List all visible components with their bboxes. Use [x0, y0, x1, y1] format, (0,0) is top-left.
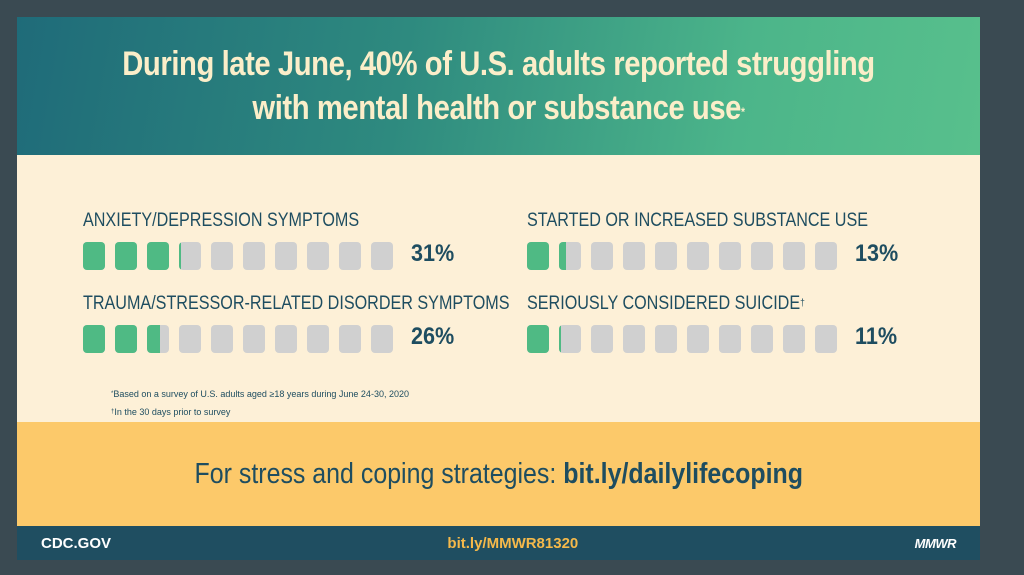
unit-square — [655, 325, 677, 353]
unit-square — [371, 242, 393, 270]
title-footnote-mark: * — [741, 105, 745, 119]
unit-square — [147, 242, 169, 270]
unit-fill — [83, 242, 105, 270]
metric-percent: 31% — [411, 240, 455, 267]
title-line-2: with mental health or substance use* — [122, 86, 875, 130]
cta-band: For stress and coping strategies: bit.ly… — [17, 422, 980, 526]
metric-percent: 11% — [855, 323, 898, 350]
unit-fill — [115, 325, 137, 353]
unit-fill — [527, 325, 549, 353]
unit-fill — [179, 242, 182, 270]
unit-square — [783, 325, 805, 353]
metric-anxiety-depression: ANXIETY/DEPRESSION SYMPTOMS 31% — [83, 208, 454, 274]
metric-bar: 11% — [527, 323, 897, 357]
unit-square — [591, 242, 613, 270]
unit-square — [179, 242, 201, 270]
unit-square — [559, 325, 581, 353]
header-banner: During late June, 40% of U.S. adults rep… — [17, 17, 980, 155]
title-line-2-text: with mental health or substance use — [252, 89, 742, 127]
unit-fill — [527, 242, 549, 270]
unit-square — [559, 242, 581, 270]
unit-square — [339, 325, 361, 353]
unit-square — [527, 325, 549, 353]
unit-square — [115, 242, 137, 270]
unit-square — [243, 242, 265, 270]
unit-square — [243, 325, 265, 353]
footnote-1-text: Based on a survey of U.S. adults aged ≥1… — [113, 389, 409, 399]
metric-bar: 31% — [83, 240, 454, 274]
unit-square — [719, 242, 741, 270]
unit-square — [687, 325, 709, 353]
metric-trauma-stressor: TRAUMA/STRESSOR-RELATED DISORDER SYMPTOM… — [83, 291, 585, 357]
cta-link[interactable]: bit.ly/dailylifecoping — [563, 457, 803, 490]
cta-text: For stress and coping strategies: bit.ly… — [194, 458, 802, 491]
unit-square — [307, 325, 329, 353]
unit-square — [751, 242, 773, 270]
cta-prefix: For stress and coping strategies: — [194, 457, 563, 490]
unit-square — [307, 242, 329, 270]
unit-square — [623, 242, 645, 270]
metric-suicide: SERIOUSLY CONSIDERED SUICIDE† 11% — [527, 291, 897, 357]
footnote-2-text: In the 30 days prior to survey — [114, 407, 231, 417]
unit-square — [371, 325, 393, 353]
unit-square — [115, 325, 137, 353]
unit-fill — [559, 242, 566, 270]
title-line-1: During late June, 40% of U.S. adults rep… — [122, 45, 875, 83]
footnote-1: *Based on a survey of U.S. adults aged ≥… — [111, 385, 409, 403]
unit-square — [275, 242, 297, 270]
footnote-2: †In the 30 days prior to survey — [111, 403, 409, 421]
unit-square — [687, 242, 709, 270]
metric-bar: 13% — [527, 240, 928, 274]
cdc-gov-link[interactable]: CDC.GOV — [41, 534, 112, 552]
unit-square — [623, 325, 645, 353]
unit-square — [783, 242, 805, 270]
unit-fill — [83, 325, 105, 353]
unit-square — [147, 325, 169, 353]
unit-square — [655, 242, 677, 270]
metric-label: STARTED OR INCREASED SUBSTANCE USE — [527, 210, 869, 231]
page-title: During late June, 40% of U.S. adults rep… — [122, 42, 875, 130]
footnote-1-mark: * — [111, 391, 114, 397]
metric-substance-use: STARTED OR INCREASED SUBSTANCE USE 13% — [527, 208, 928, 274]
unit-fill — [115, 242, 137, 270]
footnote-mark: † — [800, 298, 805, 309]
footnotes: *Based on a survey of U.S. adults aged ≥… — [111, 385, 409, 421]
metric-percent: 13% — [855, 240, 899, 267]
unit-square — [83, 325, 105, 353]
infographic-card: During late June, 40% of U.S. adults rep… — [17, 17, 980, 560]
unit-square — [211, 325, 233, 353]
unit-square — [211, 242, 233, 270]
metrics-panel — [17, 155, 980, 422]
unit-square — [815, 242, 837, 270]
metric-label: SERIOUSLY CONSIDERED SUICIDE† — [527, 291, 805, 317]
bottom-bar: CDC.GOV bit.ly/MMWR81320 MMWR — [17, 526, 980, 560]
metric-bar: 26% — [83, 323, 585, 357]
mmwr-short-link[interactable]: bit.ly/MMWR81320 — [447, 534, 579, 552]
metric-label: ANXIETY/DEPRESSION SYMPTOMS — [83, 210, 360, 231]
unit-fill — [147, 325, 161, 353]
unit-square — [751, 325, 773, 353]
unit-square — [591, 325, 613, 353]
unit-square — [179, 325, 201, 353]
footnote-2-mark: † — [111, 409, 115, 415]
unit-fill — [559, 325, 562, 353]
unit-square — [339, 242, 361, 270]
unit-fill — [147, 242, 169, 270]
mmwr-logo: MMWR — [914, 535, 957, 551]
unit-square — [83, 242, 105, 270]
unit-square — [815, 325, 837, 353]
metric-label: TRAUMA/STRESSOR-RELATED DISORDER SYMPTOM… — [83, 293, 510, 314]
metric-percent: 26% — [411, 323, 455, 350]
unit-square — [719, 325, 741, 353]
unit-square — [275, 325, 297, 353]
unit-square — [527, 242, 549, 270]
metric-label-text: SERIOUSLY CONSIDERED SUICIDE — [527, 293, 801, 314]
